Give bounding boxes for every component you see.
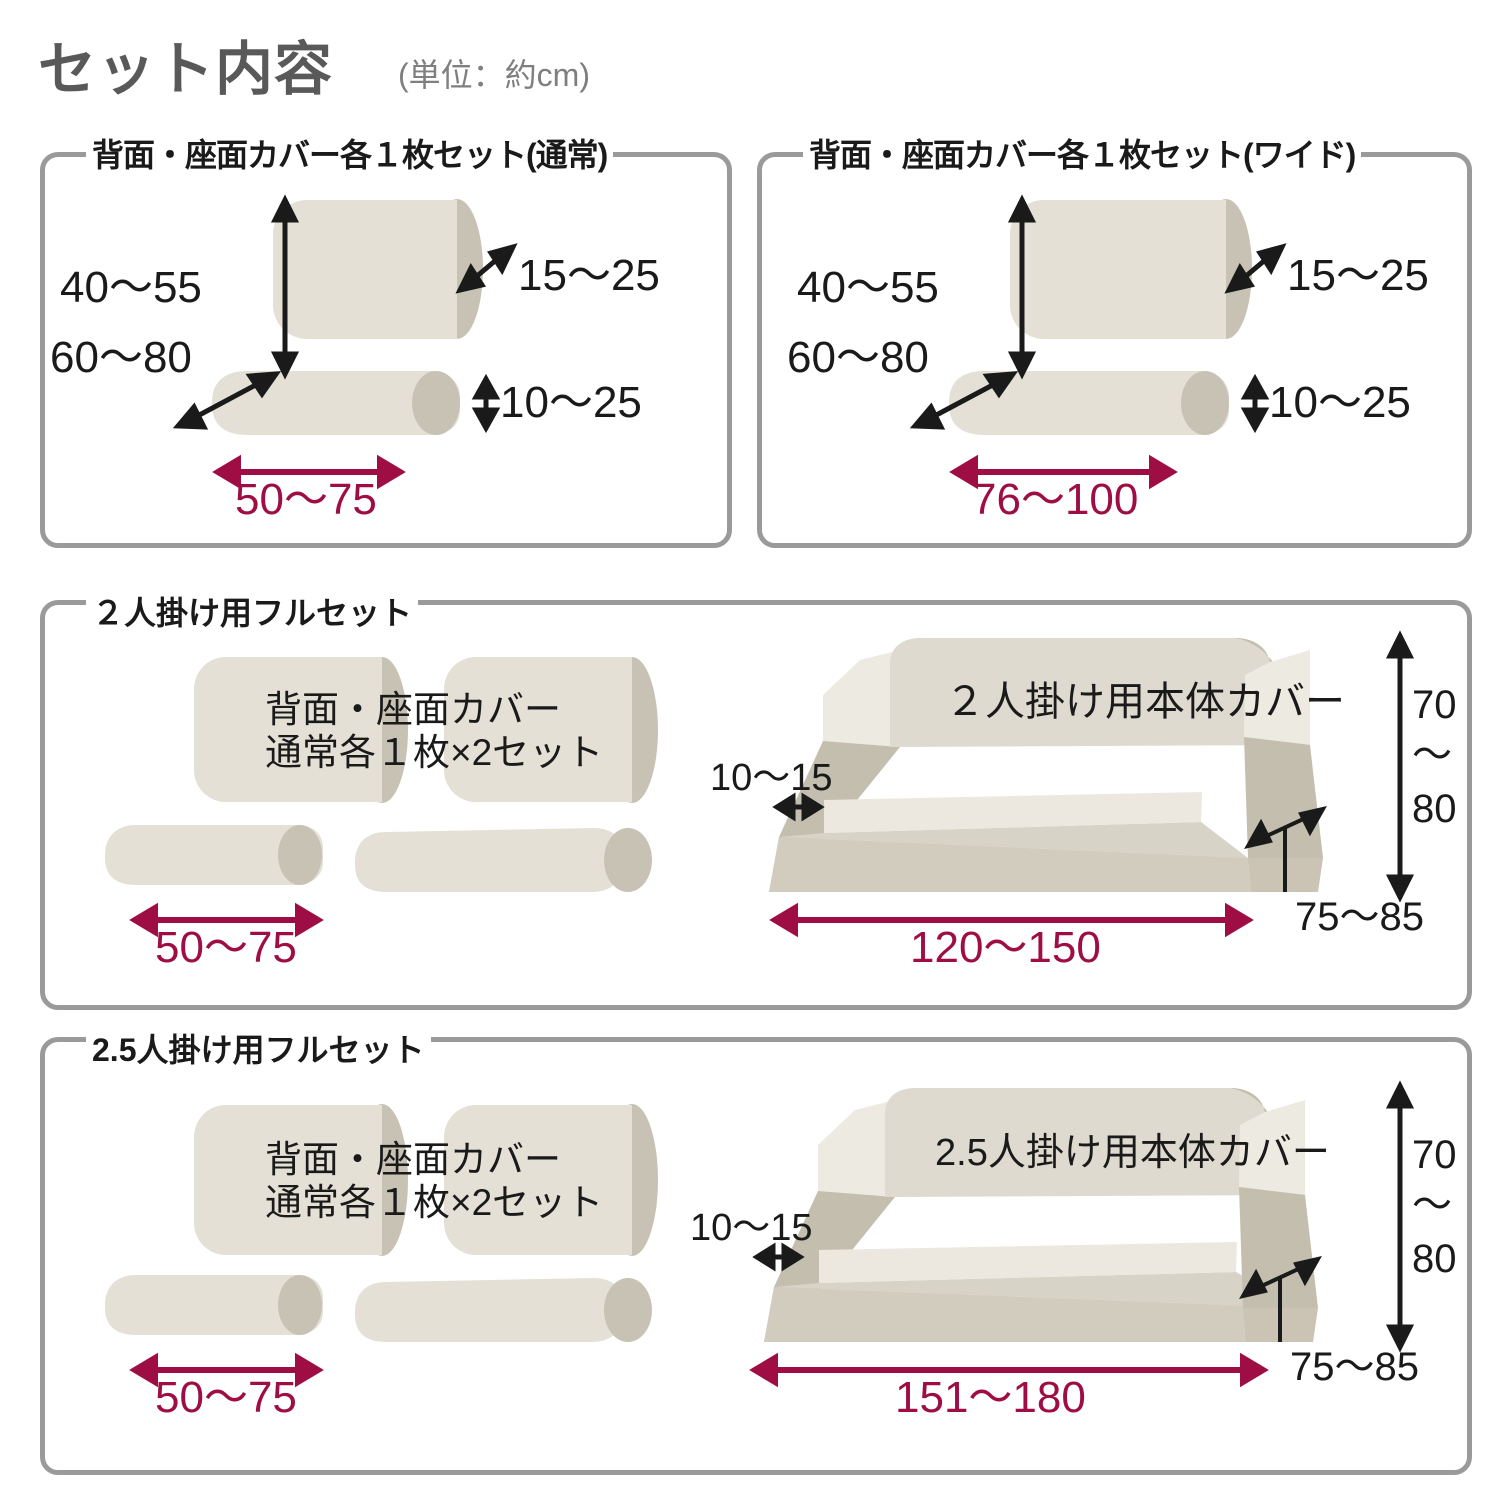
svg-text:通常各１枚×2セット: 通常各１枚×2セット <box>265 1182 603 1223</box>
svg-text:〜: 〜 <box>1412 1183 1452 1227</box>
svg-text:80: 80 <box>1412 787 1457 831</box>
svg-text:15〜25: 15〜25 <box>1287 251 1429 300</box>
svg-text:10〜25: 10〜25 <box>1269 378 1411 427</box>
svg-text:50〜75: 50〜75 <box>155 923 297 972</box>
svg-text:10〜25: 10〜25 <box>500 378 642 427</box>
svg-text:120〜150: 120〜150 <box>910 923 1101 972</box>
svg-text:75〜85: 75〜85 <box>1295 895 1424 939</box>
svg-text:背面・座面カバー: 背面・座面カバー <box>265 1139 561 1180</box>
svg-text:76〜100: 76〜100 <box>972 475 1138 524</box>
svg-text:15〜25: 15〜25 <box>518 251 660 300</box>
svg-text:通常各１枚×2セット: 通常各１枚×2セット <box>265 732 603 773</box>
svg-text:60〜80: 60〜80 <box>50 333 192 382</box>
svg-text:60〜80: 60〜80 <box>787 333 929 382</box>
svg-text:80: 80 <box>1412 1237 1457 1281</box>
svg-text:50〜75: 50〜75 <box>155 1373 297 1422</box>
svg-text:40〜55: 40〜55 <box>60 263 202 312</box>
svg-text:2.5人掛け用本体カバー: 2.5人掛け用本体カバー <box>935 1132 1330 1174</box>
svg-text:70: 70 <box>1412 1133 1457 1177</box>
svg-text:10〜15: 10〜15 <box>710 757 833 799</box>
svg-text:２人掛け用本体カバー: ２人掛け用本体カバー <box>945 680 1345 724</box>
svg-text:50〜75: 50〜75 <box>235 475 377 524</box>
svg-text:70: 70 <box>1412 683 1457 727</box>
svg-text:背面・座面カバー: 背面・座面カバー <box>265 689 561 730</box>
svg-text:〜: 〜 <box>1412 733 1452 777</box>
svg-text:40〜55: 40〜55 <box>797 263 939 312</box>
svg-text:151〜180: 151〜180 <box>895 1373 1086 1422</box>
svg-text:10〜15: 10〜15 <box>690 1207 813 1249</box>
